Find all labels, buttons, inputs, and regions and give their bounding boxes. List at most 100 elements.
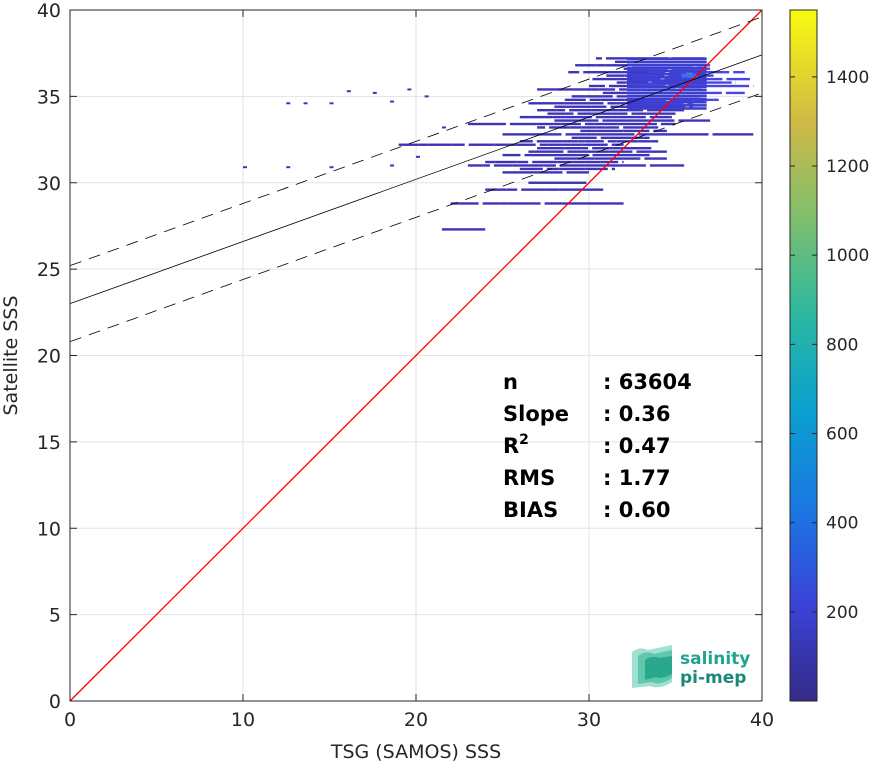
density-segment	[529, 202, 541, 205]
density-segment	[616, 95, 634, 98]
density-segment	[609, 91, 630, 95]
density-point	[329, 166, 334, 169]
density-segment	[721, 84, 749, 88]
density-segment	[616, 81, 626, 84]
density-segment	[705, 91, 722, 95]
density-segment	[521, 188, 546, 191]
density-segment	[557, 160, 573, 164]
density-segment	[689, 105, 693, 108]
density-segment	[607, 70, 622, 74]
colorbar-tick-label: 1400	[826, 68, 869, 88]
density-point	[286, 166, 291, 169]
density-segment	[619, 88, 626, 91]
density-core	[627, 79, 707, 82]
density-segment	[468, 143, 495, 146]
density-segment	[623, 129, 642, 133]
axis-ticks: 0 10 20 30 40 0 5 10 15 20 25 30 35 40	[37, 0, 774, 731]
density-segment	[532, 153, 554, 157]
density-segment	[482, 202, 501, 205]
density-segment	[453, 228, 479, 231]
density-segment	[614, 60, 628, 64]
density-segment	[611, 115, 618, 119]
density-segment	[726, 77, 750, 81]
density-segment	[565, 115, 592, 119]
density-segment	[700, 119, 711, 122]
density-segment	[600, 136, 610, 140]
density-point	[243, 166, 247, 169]
density-segment	[595, 115, 612, 119]
density-segment	[636, 115, 646, 119]
density-segment	[542, 181, 570, 184]
density-segment	[478, 228, 486, 231]
density-segment	[608, 133, 627, 136]
density-core	[627, 100, 707, 104]
x-tick-label: 10	[231, 709, 255, 731]
density-segment	[609, 84, 615, 88]
lower-confidence-line	[69, 92, 763, 343]
density-segment	[579, 157, 595, 160]
density-segment	[622, 157, 641, 160]
density-segment	[694, 119, 701, 122]
density-point	[390, 164, 395, 167]
density-segment	[633, 153, 650, 157]
density-segment	[638, 133, 660, 136]
density-segment	[678, 119, 695, 122]
density-segment	[569, 181, 587, 184]
density-segment	[570, 126, 582, 129]
x-tick-label: 0	[64, 709, 76, 731]
density-segment	[594, 122, 618, 126]
density-segment	[733, 70, 745, 74]
density-segment	[568, 70, 580, 74]
density-segment	[600, 98, 625, 102]
density-segment	[579, 171, 589, 174]
density-segment	[713, 98, 719, 102]
density-segment	[650, 126, 659, 129]
density-segment	[611, 167, 615, 171]
density-segment	[605, 64, 629, 67]
density-segment	[612, 119, 636, 122]
density-segment	[675, 108, 685, 112]
density-segment	[524, 153, 533, 157]
density-segment	[591, 108, 604, 112]
density-point	[407, 88, 412, 91]
density-segment	[574, 102, 583, 105]
density-segment	[502, 153, 521, 157]
density-segment	[653, 112, 666, 115]
stat-value: : 0.60	[603, 498, 671, 522]
density-segment	[622, 147, 646, 150]
density-segment	[636, 150, 657, 153]
density-core	[627, 107, 707, 110]
density-segment	[537, 147, 565, 150]
density-segment	[731, 91, 745, 95]
density-segment	[543, 164, 556, 167]
density-segment	[529, 171, 540, 174]
density-segment	[568, 202, 583, 205]
y-tick-label: 20	[37, 346, 61, 368]
density-segment	[694, 133, 709, 136]
density-segment	[712, 133, 740, 136]
density-segment	[602, 119, 613, 122]
density-segment	[625, 150, 633, 153]
density-segment	[559, 164, 585, 167]
density-segment	[645, 147, 652, 150]
density-segment	[607, 102, 619, 105]
density-segment	[595, 64, 606, 67]
upper-confidence-line	[69, 16, 763, 267]
density-segment	[494, 143, 511, 146]
one-to-one-line	[69, 9, 763, 702]
density-segment	[609, 136, 632, 140]
density-core	[627, 88, 707, 92]
density-segment	[703, 81, 732, 84]
density-segment	[577, 112, 594, 115]
density-cloud	[243, 57, 754, 231]
density-segment	[627, 164, 646, 167]
density-segment	[567, 150, 582, 153]
density-segment	[690, 77, 712, 81]
y-tick-label: 40	[37, 0, 61, 22]
density-segment	[660, 122, 676, 126]
density-segment	[559, 188, 587, 191]
density-segment	[706, 74, 714, 77]
density-segment	[599, 112, 619, 115]
density-segment	[539, 150, 564, 153]
density-segment	[553, 122, 561, 126]
